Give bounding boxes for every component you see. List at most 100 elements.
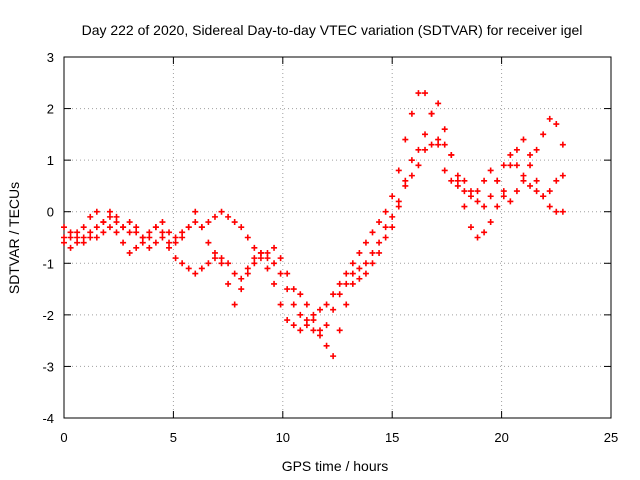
data-point: [251, 260, 258, 267]
data-point: [74, 234, 81, 241]
data-point: [415, 90, 422, 97]
data-point: [277, 301, 284, 308]
data-point: [481, 203, 488, 210]
data-point: [218, 208, 225, 215]
data-point: [422, 90, 429, 97]
data-point: [500, 162, 507, 169]
data-point: [146, 229, 153, 236]
data-point: [408, 157, 415, 164]
data-point: [159, 229, 166, 236]
data-point: [205, 260, 212, 267]
data-point: [139, 234, 146, 241]
data-point: [527, 182, 534, 189]
data-point: [540, 131, 547, 138]
data-point: [152, 239, 159, 246]
x-tick-label: 10: [276, 430, 290, 445]
series-track-1: [61, 90, 566, 334]
data-point: [356, 275, 363, 282]
grid-lines: [64, 57, 611, 418]
data-point: [225, 260, 232, 267]
data-point: [126, 249, 133, 256]
data-point: [106, 224, 113, 231]
data-point: [87, 229, 94, 236]
data-point: [330, 291, 337, 298]
data-point: [369, 260, 376, 267]
data-point: [159, 234, 166, 241]
data-point: [152, 224, 159, 231]
data-point: [520, 172, 527, 179]
data-point: [343, 280, 350, 287]
data-point: [113, 213, 120, 220]
data-point: [297, 327, 304, 334]
x-tick-labels: 0 5 10 15 20 25: [60, 430, 618, 445]
data-point: [218, 255, 225, 262]
data-point: [395, 198, 402, 205]
data-point: [179, 229, 186, 236]
series-track-3: [61, 115, 566, 360]
data-point: [80, 234, 87, 241]
data-point: [382, 234, 389, 241]
data-point: [205, 219, 212, 226]
data-point: [513, 146, 520, 153]
data-point: [356, 249, 363, 256]
y-tick-label: 2: [47, 102, 54, 117]
data-point: [225, 213, 232, 220]
data-point: [238, 286, 245, 293]
data-point: [166, 239, 173, 246]
data-point: [126, 219, 133, 226]
data-point: [343, 301, 350, 308]
data-point: [198, 224, 205, 231]
data-points: [61, 90, 566, 360]
data-point: [461, 188, 468, 195]
data-point: [238, 275, 245, 282]
data-point: [93, 208, 100, 215]
data-point: [467, 224, 474, 231]
data-point: [93, 224, 100, 231]
data-point: [513, 188, 520, 195]
data-point: [61, 239, 67, 246]
data-point: [244, 270, 251, 277]
data-point: [126, 229, 133, 236]
data-point: [330, 353, 337, 360]
data-point: [231, 219, 238, 226]
data-point: [330, 306, 337, 313]
data-point: [198, 265, 205, 272]
data-point: [520, 177, 527, 184]
data-point: [303, 317, 310, 324]
data-point: [441, 167, 448, 174]
data-point: [507, 151, 514, 158]
y-tick-label: 3: [47, 50, 54, 65]
data-point: [271, 280, 278, 287]
data-point: [507, 162, 514, 169]
data-point: [133, 244, 140, 251]
plot-frame: [63, 56, 612, 419]
data-point: [546, 203, 553, 210]
data-point: [454, 182, 461, 189]
data-point: [251, 255, 258, 262]
x-axis-label: GPS time / hours: [282, 458, 389, 474]
y-tick-label: -4: [42, 411, 54, 426]
data-point: [67, 229, 74, 236]
data-point: [402, 177, 409, 184]
data-point: [408, 110, 415, 117]
data-point: [61, 224, 67, 231]
data-point: [120, 239, 127, 246]
data-point: [376, 219, 383, 226]
data-point: [192, 270, 199, 277]
chart-title: Day 222 of 2020, Sidereal Day-to-day VTE…: [82, 22, 583, 38]
data-point: [290, 301, 297, 308]
data-point: [428, 110, 435, 117]
data-point: [494, 177, 501, 184]
data-point: [244, 265, 251, 272]
data-point: [559, 141, 566, 148]
data-point: [553, 177, 560, 184]
data-point: [435, 136, 442, 143]
data-point: [100, 219, 107, 226]
data-point: [106, 208, 113, 215]
data-point: [362, 260, 369, 267]
data-point: [422, 131, 429, 138]
data-point: [310, 327, 317, 334]
data-point: [106, 213, 113, 220]
data-point: [553, 121, 560, 128]
